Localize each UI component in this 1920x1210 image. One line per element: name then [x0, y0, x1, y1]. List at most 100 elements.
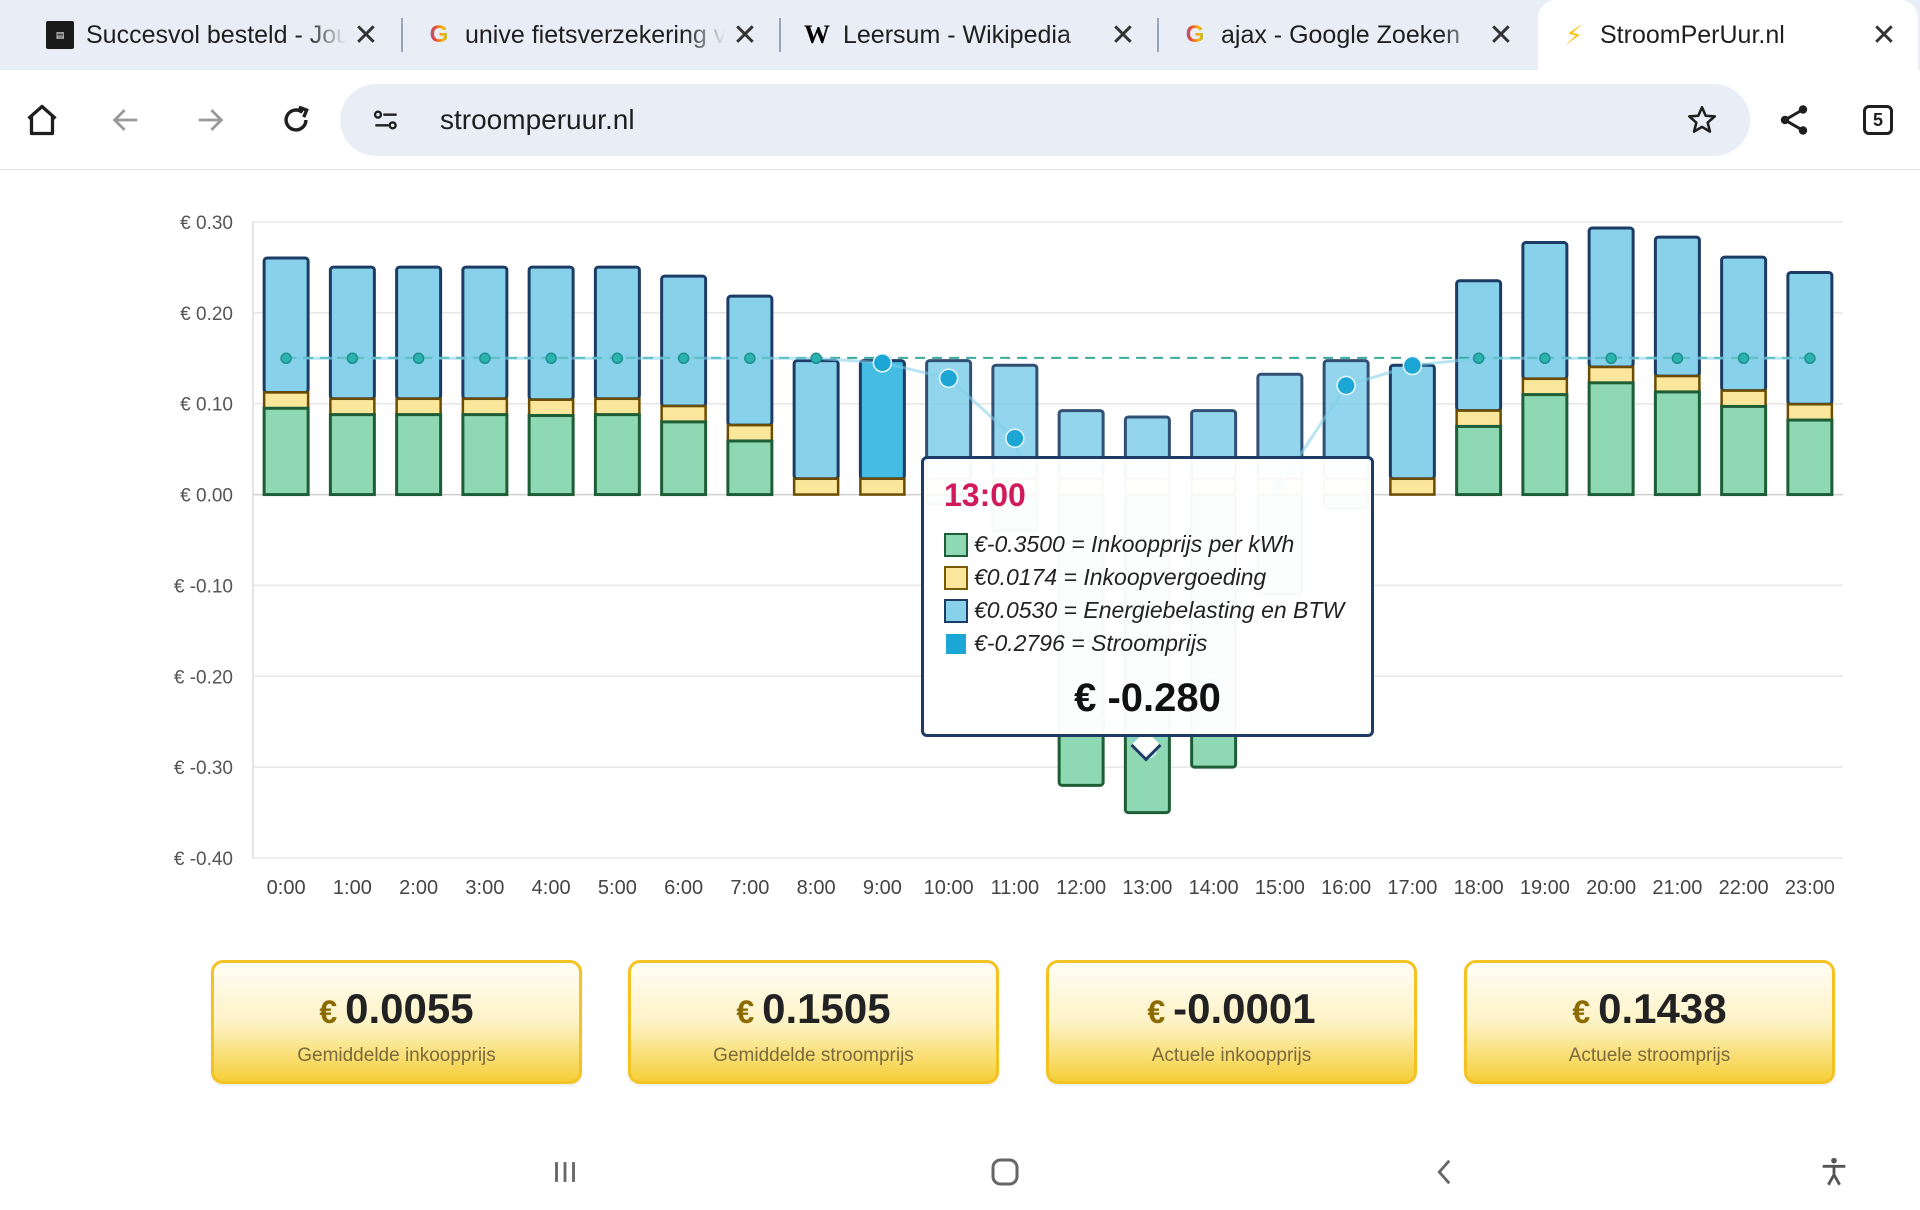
- x-tick-label: 22:00: [1719, 877, 1769, 899]
- legend-swatch: [944, 598, 968, 623]
- stroomprijs-point: [545, 352, 557, 365]
- bar-inkoopvergoeding: [1786, 403, 1834, 422]
- x-tick-label: 16:00: [1321, 877, 1371, 899]
- recent-apps-button[interactable]: [535, 1142, 595, 1202]
- close-tab-icon[interactable]: ✕: [1871, 18, 1897, 52]
- x-tick-label: 3:00: [465, 877, 504, 899]
- tooltip-total: € -0.280: [1074, 676, 1221, 720]
- bar-inkoopprijs: [1521, 393, 1569, 497]
- x-tick-label: 11:00: [991, 877, 1040, 899]
- close-tab-icon[interactable]: ✕: [1488, 18, 1514, 52]
- back-nav-icon: [1437, 1159, 1451, 1185]
- bar-energiebelasting: [660, 274, 708, 408]
- stat-card-actuele-stroomprijs: €0.1438 Actuele stroomprijs: [1464, 960, 1835, 1084]
- stat-value: 0.1505: [762, 985, 891, 1032]
- bookmark-star-icon[interactable]: [1674, 92, 1730, 148]
- stroomprijs-point: [1336, 375, 1356, 396]
- accessibility-button[interactable]: [1804, 1142, 1864, 1202]
- close-tab-icon[interactable]: ✕: [353, 18, 379, 52]
- arrow-right-icon: [198, 109, 224, 131]
- x-tick-label: 12:00: [1056, 877, 1106, 899]
- bar-inkoopprijs: [527, 414, 575, 497]
- share-icon: [1780, 105, 1808, 135]
- bar-energiebelasting: [461, 265, 509, 401]
- wikipedia-icon: W: [804, 20, 830, 49]
- tab-succesvol-besteld[interactable]: ▤ Succesvol besteld - Jouw ✕: [24, 0, 400, 70]
- stroomprijs-point: [1605, 352, 1617, 365]
- stat-card-actuele-inkoopprijs: € -0.0001 Actuele inkoopprijs: [1046, 960, 1417, 1084]
- forward-button[interactable]: [182, 92, 238, 148]
- bar-energiebelasting: [1587, 226, 1635, 369]
- tooltip-time: 13:00: [944, 477, 1026, 513]
- bar-inkoopvergoeding: [395, 397, 442, 416]
- stat-value-wrap: € -0.0001: [1049, 985, 1414, 1033]
- stat-value: 0.0055: [345, 985, 474, 1032]
- tab-separator: [1157, 18, 1159, 52]
- stat-value-wrap: €0.1505: [631, 985, 996, 1033]
- bar-inkoopvergoeding: [859, 477, 906, 496]
- google-icon: G: [425, 21, 453, 49]
- site-settings-icon[interactable]: [358, 92, 414, 148]
- bar-inkoopvergoeding: [262, 391, 310, 410]
- x-tick-label: 5:00: [598, 877, 637, 899]
- back-nav-button[interactable]: [1415, 1142, 1475, 1202]
- url-text[interactable]: stroomperuur.nl: [440, 104, 635, 135]
- bar-inkoopvergoeding: [660, 404, 707, 424]
- bar-inkoopvergoeding: [461, 397, 509, 416]
- tab-title: ajax - Google Zoeken: [1221, 20, 1461, 49]
- reload-button[interactable]: [268, 92, 324, 148]
- tab-ajax-google[interactable]: G ajax - Google Zoeken ✕: [1159, 0, 1535, 70]
- stroomprijs-point: [1804, 352, 1816, 365]
- google-icon: G: [1181, 21, 1209, 49]
- stroomprijs-point: [1539, 352, 1551, 365]
- stat-label: Actuele stroomprijs: [1568, 1045, 1731, 1066]
- legend-swatch: [944, 532, 968, 557]
- chart-tooltip: 13:00 €-0.3500 = Inkoopprijs per kWh €0.…: [921, 456, 1374, 737]
- back-button[interactable]: [98, 92, 154, 148]
- x-tick-label: 20:00: [1586, 877, 1636, 899]
- x-tick-label: 17:00: [1387, 877, 1437, 899]
- tooltip-row-inkoopprijs: €-0.3500 = Inkoopprijs per kWh: [944, 528, 1351, 561]
- bar-inkoopprijs: [1720, 404, 1768, 497]
- tab-unive[interactable]: G unive fietsverzekering vo ✕: [403, 0, 779, 70]
- bar-inkoopvergoeding: [726, 423, 774, 443]
- currency-symbol: €: [1572, 994, 1591, 1030]
- stat-value: 0.1438: [1598, 985, 1727, 1032]
- share-button[interactable]: [1766, 92, 1822, 148]
- stroomprijs-point: [938, 368, 959, 389]
- close-tab-icon[interactable]: ✕: [732, 18, 758, 52]
- tab-switcher-button[interactable]: 5: [1850, 92, 1906, 148]
- bar-inkoopprijs: [1587, 381, 1635, 497]
- home-icon: [27, 104, 57, 136]
- stroomprijs-point: [346, 352, 359, 365]
- stroomprijs-point: [744, 352, 756, 365]
- bar-energiebelasting: [1720, 255, 1768, 393]
- stroomprijs-point: [677, 352, 690, 365]
- address-bar[interactable]: stroomperuur.nl: [340, 84, 1750, 156]
- stroomprijs-point: [1737, 352, 1750, 365]
- bar-inkoopvergoeding: [1587, 365, 1635, 385]
- stroomprijs-point: [1402, 355, 1423, 376]
- home-nav-icon: [991, 1158, 1019, 1186]
- stat-value: -0.0001: [1173, 985, 1316, 1032]
- tab-title: Succesvol besteld - Jouw: [86, 20, 346, 49]
- currency-symbol: €: [736, 994, 755, 1030]
- bar-inkoopprijs: [1653, 390, 1701, 497]
- tab-leersum-wikipedia[interactable]: W Leersum - Wikipedia ✕: [781, 0, 1157, 70]
- home-button[interactable]: [14, 92, 70, 148]
- bar-energiebelasting: [858, 359, 906, 481]
- recent-apps-icon: [555, 1162, 575, 1182]
- tab-stroomperuur[interactable]: ⚡ StroomPerUur.nl ✕: [1538, 0, 1918, 70]
- home-nav-button[interactable]: [975, 1142, 1035, 1202]
- bar-inkoopprijs: [1455, 424, 1503, 497]
- bar-inkoopprijs: [328, 413, 376, 497]
- bar-energiebelasting: [328, 265, 376, 401]
- x-tick-label: 19:00: [1520, 877, 1570, 899]
- newspaper-icon: ▤: [46, 21, 74, 49]
- tooltip-row-text: €-0.2796 = Stroomprijs: [974, 630, 1208, 656]
- stat-card-gemiddelde-stroomprijs: €0.1505 Gemiddelde stroomprijs: [628, 960, 999, 1084]
- tooltip-row-text: €-0.3500 = Inkoopprijs per kWh: [974, 531, 1295, 557]
- stroomprijs-point: [1472, 352, 1485, 365]
- stroomprijs-point: [479, 352, 491, 365]
- close-tab-icon[interactable]: ✕: [1110, 18, 1136, 52]
